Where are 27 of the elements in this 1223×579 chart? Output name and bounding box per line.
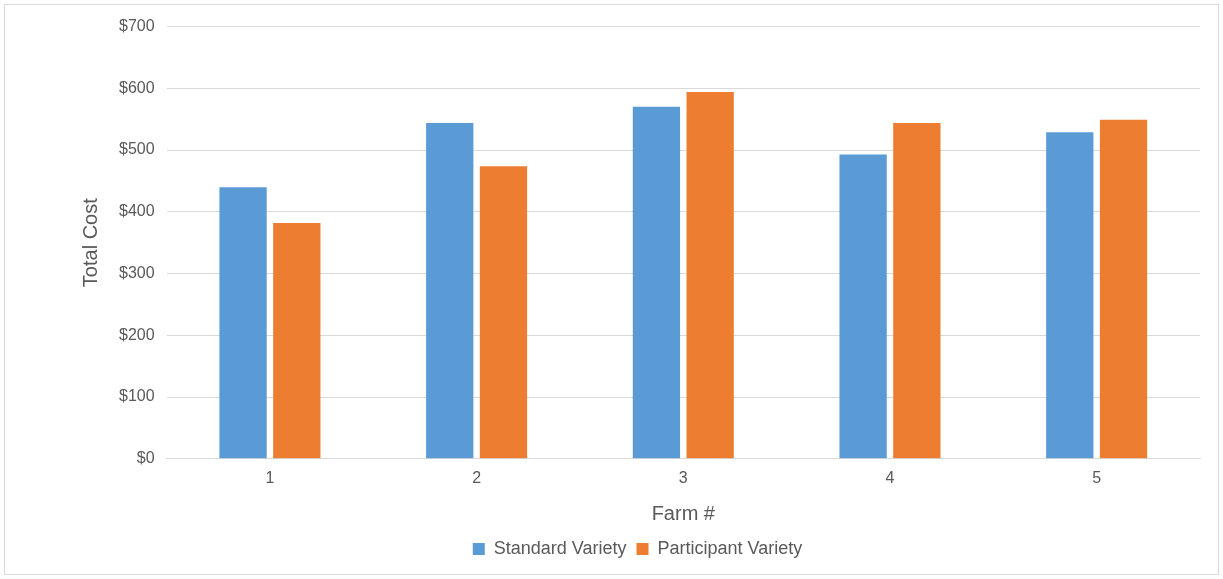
y-tick-label: $200: [119, 325, 155, 343]
bar: [632, 106, 681, 459]
x-tick-label: 4: [885, 468, 895, 486]
bar: [686, 92, 734, 459]
bar: [839, 154, 887, 459]
x-tick-label: 3: [678, 468, 688, 486]
x-tick-label: 5: [1092, 468, 1102, 486]
bar: [1046, 132, 1094, 459]
legend-label: Standard Variety: [493, 537, 627, 558]
y-axis-title: Total Cost: [78, 197, 101, 288]
y-tick-label: $300: [119, 263, 155, 281]
bar: [479, 166, 528, 459]
y-tick-label: $500: [119, 140, 155, 158]
y-tick-label: $600: [119, 78, 155, 96]
y-tick-label: $100: [119, 387, 155, 405]
legend-label: Participant Variety: [657, 537, 803, 558]
bar: [219, 187, 267, 459]
y-tick-label: $400: [119, 202, 155, 220]
bar: [1099, 119, 1148, 459]
y-tick-label: $0: [136, 449, 155, 467]
y-tick-label: $700: [119, 17, 155, 35]
bar: [893, 122, 941, 459]
x-tick-label: 1: [265, 468, 275, 486]
bar: [273, 222, 321, 459]
x-tick-label: 2: [472, 468, 482, 486]
x-axis-title: Farm #: [651, 501, 716, 524]
bar: [426, 122, 474, 459]
